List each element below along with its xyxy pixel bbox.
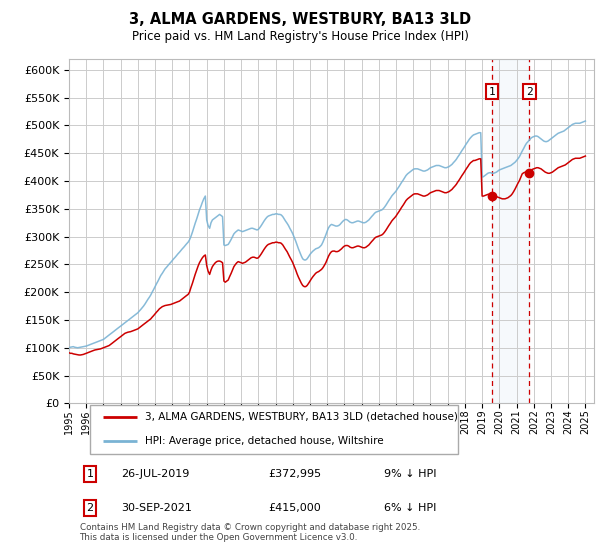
Text: HPI: Average price, detached house, Wiltshire: HPI: Average price, detached house, Wilt… — [145, 436, 384, 446]
Bar — [492, 59, 529, 403]
Text: 3, ALMA GARDENS, WESTBURY, BA13 3LD (detached house): 3, ALMA GARDENS, WESTBURY, BA13 3LD (det… — [145, 412, 458, 422]
Text: 1: 1 — [488, 87, 496, 96]
Text: £415,000: £415,000 — [269, 503, 321, 513]
Text: 1: 1 — [86, 469, 94, 479]
Text: 2: 2 — [526, 87, 533, 96]
Text: Contains HM Land Registry data © Crown copyright and database right 2025.
This d: Contains HM Land Registry data © Crown c… — [79, 522, 420, 542]
Text: 30-SEP-2021: 30-SEP-2021 — [121, 503, 193, 513]
Text: 2: 2 — [86, 503, 94, 513]
Text: 26-JUL-2019: 26-JUL-2019 — [121, 469, 190, 479]
Text: Price paid vs. HM Land Registry's House Price Index (HPI): Price paid vs. HM Land Registry's House … — [131, 30, 469, 44]
Text: £372,995: £372,995 — [269, 469, 322, 479]
FancyBboxPatch shape — [90, 405, 458, 454]
Text: 3, ALMA GARDENS, WESTBURY, BA13 3LD: 3, ALMA GARDENS, WESTBURY, BA13 3LD — [129, 12, 471, 27]
Text: 6% ↓ HPI: 6% ↓ HPI — [384, 503, 436, 513]
Text: 9% ↓ HPI: 9% ↓ HPI — [384, 469, 437, 479]
